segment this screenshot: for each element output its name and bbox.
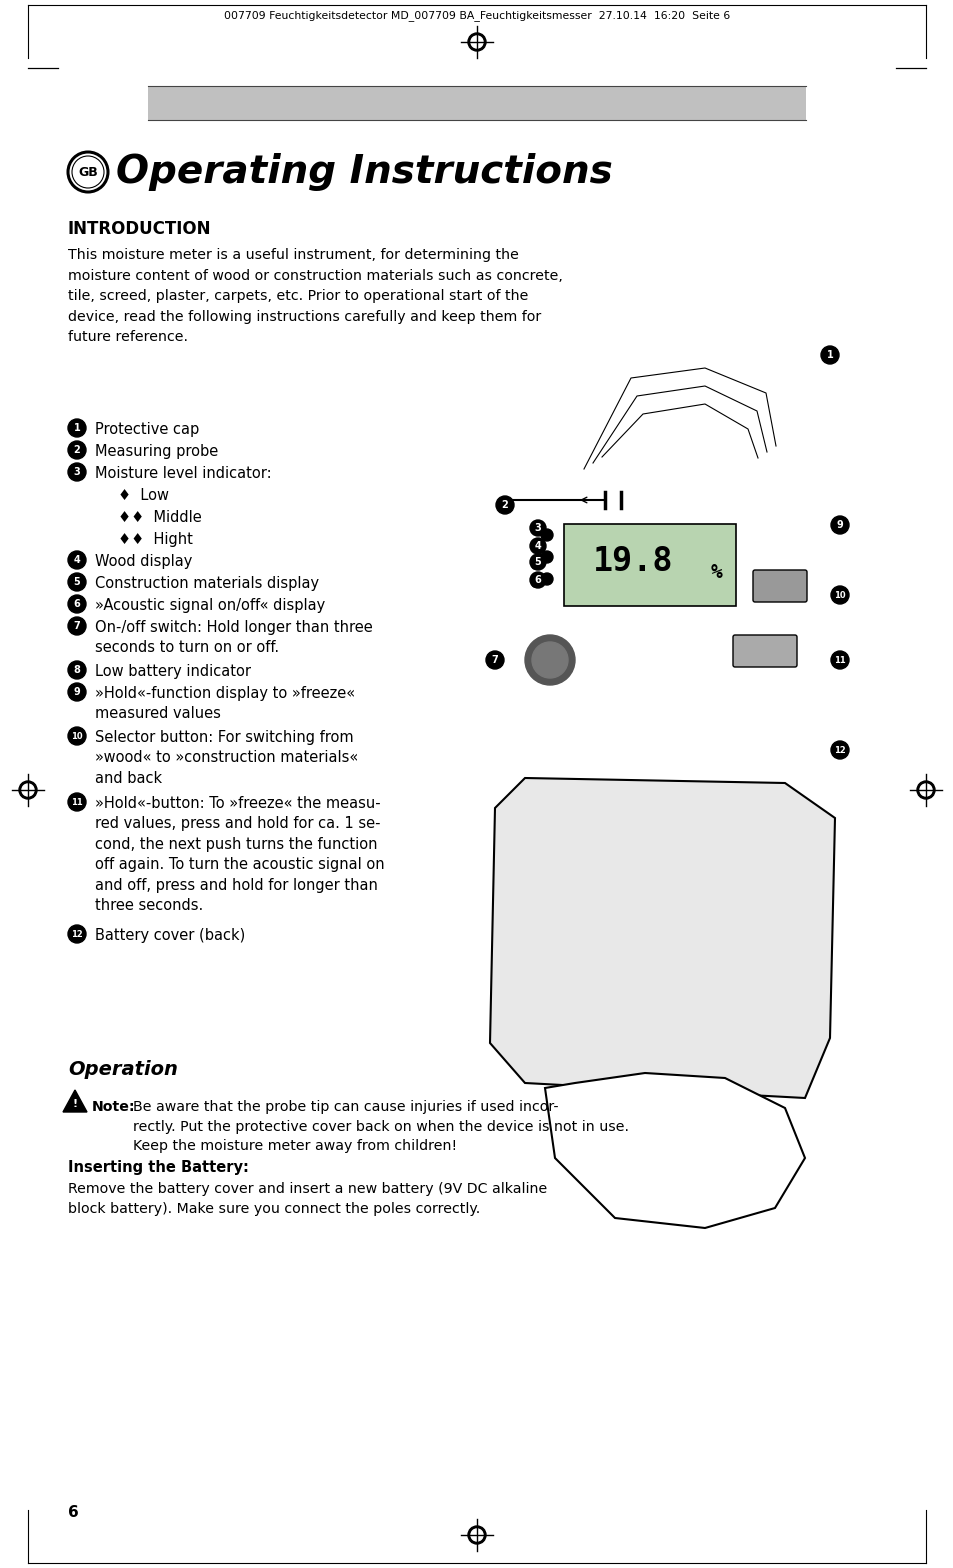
Text: 12: 12 xyxy=(71,930,83,939)
Polygon shape xyxy=(490,778,834,1098)
Circle shape xyxy=(830,586,848,604)
Circle shape xyxy=(68,684,86,701)
Text: ♦♦  Middle: ♦♦ Middle xyxy=(118,510,201,525)
Circle shape xyxy=(68,925,86,942)
Text: Measuring probe: Measuring probe xyxy=(95,444,218,459)
Text: 007709 Feuchtigkeitsdetector MD_007709 BA_Feuchtigkeitsmesser  27.10.14  16:20  : 007709 Feuchtigkeitsdetector MD_007709 B… xyxy=(224,9,729,20)
Text: 3: 3 xyxy=(534,524,540,533)
Circle shape xyxy=(68,662,86,679)
Circle shape xyxy=(540,550,553,563)
Text: ♦♦  Hight: ♦♦ Hight xyxy=(118,532,193,547)
FancyBboxPatch shape xyxy=(148,86,805,121)
Circle shape xyxy=(530,554,545,571)
Text: 10: 10 xyxy=(833,591,845,599)
FancyBboxPatch shape xyxy=(752,571,806,602)
Text: Note:: Note: xyxy=(91,1101,135,1113)
Text: 7: 7 xyxy=(491,655,497,665)
Circle shape xyxy=(19,781,37,800)
Circle shape xyxy=(532,527,537,533)
Circle shape xyxy=(485,651,503,670)
Text: Operation: Operation xyxy=(68,1060,177,1079)
Circle shape xyxy=(830,651,848,670)
Circle shape xyxy=(471,36,482,49)
Circle shape xyxy=(68,594,86,613)
Circle shape xyxy=(919,784,931,797)
Circle shape xyxy=(524,635,575,685)
Text: ♦  Low: ♦ Low xyxy=(118,488,169,503)
Circle shape xyxy=(821,347,838,364)
Circle shape xyxy=(530,521,545,536)
Text: Selector button: For switching from
»wood« to »construction materials«
and back: Selector button: For switching from »woo… xyxy=(95,731,358,786)
Text: 5: 5 xyxy=(73,577,80,586)
Circle shape xyxy=(532,563,537,569)
Text: 5: 5 xyxy=(534,557,540,568)
Polygon shape xyxy=(544,1073,804,1228)
Text: 2: 2 xyxy=(73,445,80,455)
FancyBboxPatch shape xyxy=(732,635,796,666)
Circle shape xyxy=(468,33,485,52)
Circle shape xyxy=(830,516,848,535)
Circle shape xyxy=(68,441,86,459)
Text: 1: 1 xyxy=(73,423,80,433)
Circle shape xyxy=(532,641,567,677)
Circle shape xyxy=(68,419,86,437)
Text: Moisture level indicator:: Moisture level indicator: xyxy=(95,466,272,481)
Text: 10: 10 xyxy=(71,732,83,740)
Text: INTRODUCTION: INTRODUCTION xyxy=(68,220,212,238)
Circle shape xyxy=(68,728,86,745)
Text: Construction materials display: Construction materials display xyxy=(95,575,319,591)
Circle shape xyxy=(68,572,86,591)
Text: Protective cap: Protective cap xyxy=(95,422,199,437)
Text: 12: 12 xyxy=(833,745,845,754)
Text: Remove the battery cover and insert a new battery (9V DC alkaline
block battery): Remove the battery cover and insert a ne… xyxy=(68,1182,547,1217)
Text: 4: 4 xyxy=(73,555,80,564)
Text: 19.8: 19.8 xyxy=(592,546,673,579)
Text: This moisture meter is a useful instrument, for determining the
moisture content: This moisture meter is a useful instrume… xyxy=(68,248,562,345)
Text: 6: 6 xyxy=(534,575,540,585)
Circle shape xyxy=(540,528,553,541)
Polygon shape xyxy=(63,1090,87,1112)
Text: 6: 6 xyxy=(73,599,80,608)
Circle shape xyxy=(916,781,934,800)
Circle shape xyxy=(468,1526,485,1544)
Circle shape xyxy=(540,572,553,585)
Text: Inserting the Battery:: Inserting the Battery: xyxy=(68,1160,249,1174)
Text: »Acoustic signal on/off« display: »Acoustic signal on/off« display xyxy=(95,597,325,613)
Text: 2: 2 xyxy=(501,500,508,510)
Text: 1: 1 xyxy=(825,350,833,361)
Text: Battery cover (back): Battery cover (back) xyxy=(95,928,245,942)
Text: »Hold«-function display to »freeze«
measured values: »Hold«-function display to »freeze« meas… xyxy=(95,687,355,721)
Circle shape xyxy=(471,1529,482,1541)
Text: »Hold«-button: To »freeze« the measu-
red values, press and hold for ca. 1 se-
c: »Hold«-button: To »freeze« the measu- re… xyxy=(95,797,384,913)
Circle shape xyxy=(532,546,537,550)
Text: 11: 11 xyxy=(71,798,83,806)
Circle shape xyxy=(532,582,537,586)
Text: 8: 8 xyxy=(73,665,80,674)
Text: 6: 6 xyxy=(68,1505,79,1519)
Text: 9: 9 xyxy=(73,687,80,698)
Text: On-/off switch: Hold longer than three
seconds to turn on or off.: On-/off switch: Hold longer than three s… xyxy=(95,619,373,655)
Circle shape xyxy=(830,742,848,759)
Text: 3: 3 xyxy=(73,467,80,477)
Circle shape xyxy=(68,793,86,811)
Circle shape xyxy=(68,616,86,635)
Text: GB: GB xyxy=(78,166,98,179)
Text: 9: 9 xyxy=(836,521,842,530)
Text: 4: 4 xyxy=(534,541,540,550)
Circle shape xyxy=(22,784,34,797)
Text: Wood display: Wood display xyxy=(95,554,193,569)
Circle shape xyxy=(68,550,86,569)
Text: 7: 7 xyxy=(73,621,80,630)
Circle shape xyxy=(68,463,86,481)
Text: %: % xyxy=(710,563,722,582)
Circle shape xyxy=(530,538,545,554)
Circle shape xyxy=(496,495,514,514)
FancyBboxPatch shape xyxy=(563,524,735,605)
Text: 11: 11 xyxy=(833,655,845,665)
Text: Low battery indicator: Low battery indicator xyxy=(95,663,251,679)
Text: Operating Instructions: Operating Instructions xyxy=(116,154,612,191)
Text: !: ! xyxy=(72,1099,77,1109)
Text: Be aware that the probe tip can cause injuries if used incor-
rectly. Put the pr: Be aware that the probe tip can cause in… xyxy=(132,1101,628,1152)
Circle shape xyxy=(530,572,545,588)
